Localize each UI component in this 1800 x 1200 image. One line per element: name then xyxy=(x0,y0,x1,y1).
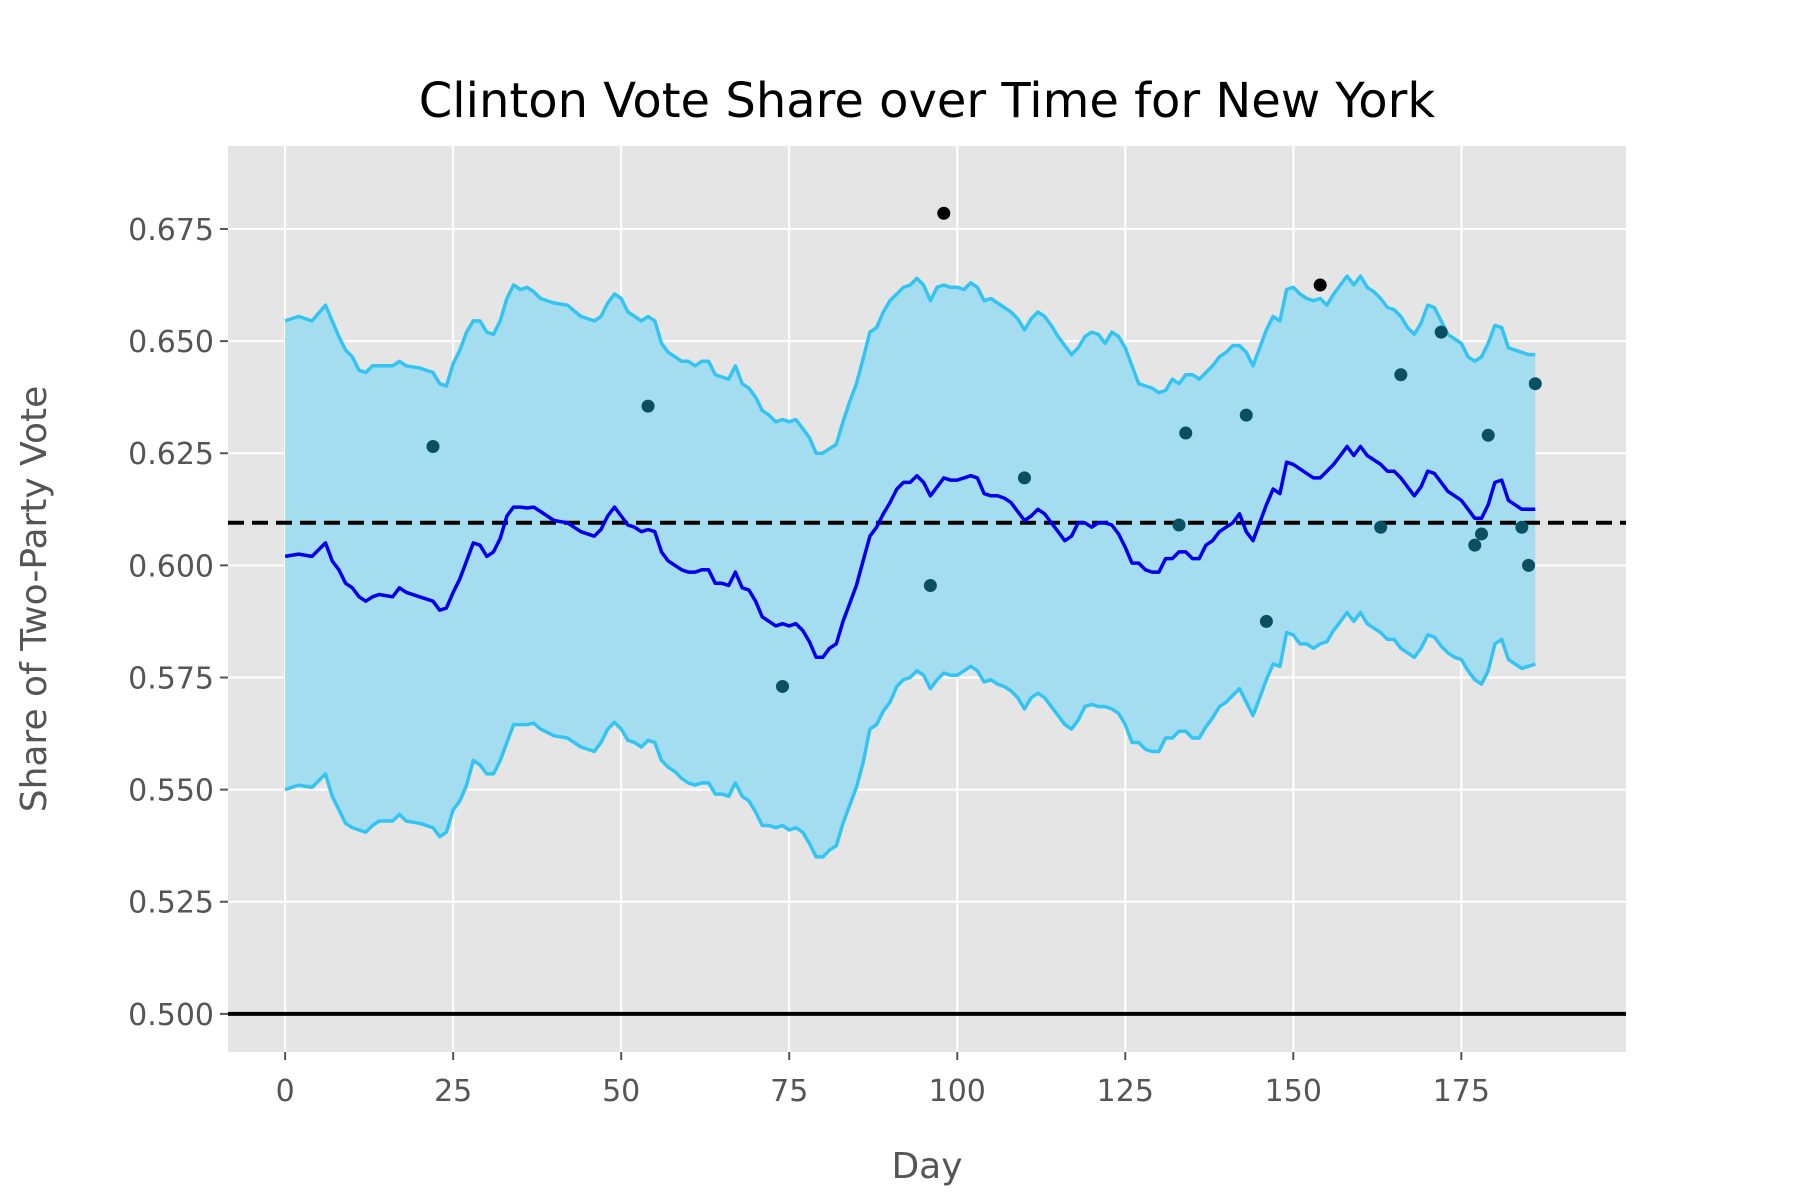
poll-point xyxy=(923,579,937,593)
x-axis-ticks: 0 25 50 75 100 125 150 175 xyxy=(276,1052,1490,1109)
y-tick-label: 0.500 xyxy=(128,998,214,1033)
y-tick-label: 0.675 xyxy=(128,213,214,248)
lower-bound-line xyxy=(284,610,1536,859)
poll-point xyxy=(1474,527,1488,541)
poll-point xyxy=(1434,325,1448,339)
x-tick-label: 175 xyxy=(1433,1074,1490,1109)
poll-point xyxy=(1481,428,1495,442)
y-axis-title: Share of Two-Party Vote xyxy=(14,386,55,813)
reference-lines xyxy=(228,520,1626,1016)
x-tick-label: 75 xyxy=(770,1074,808,1109)
poll-point xyxy=(1313,278,1327,292)
x-tick-label: 25 xyxy=(434,1074,472,1109)
band-area xyxy=(285,276,1536,857)
y-tick-label: 0.600 xyxy=(128,549,214,584)
confidence-band xyxy=(285,276,1536,857)
chart-title: Clinton Vote Share over Time for New Yor… xyxy=(419,73,1436,129)
poll-point xyxy=(1179,426,1193,440)
y-tick-label: 0.525 xyxy=(128,886,214,921)
poll-point xyxy=(775,679,789,693)
poll-point xyxy=(1239,408,1253,422)
x-tick-label: 125 xyxy=(1097,1074,1154,1109)
poll-point xyxy=(1468,538,1482,552)
x-tick-label: 100 xyxy=(929,1074,986,1109)
poll-points xyxy=(426,206,1542,693)
y-axis-ticks: 0.500 0.525 0.550 0.575 0.600 0.625 0.650 0.675 xyxy=(128,213,228,1033)
poll-point xyxy=(641,399,655,413)
poll-point xyxy=(1259,614,1273,628)
poll-point xyxy=(426,440,440,454)
poll-point xyxy=(937,206,951,220)
poll-point xyxy=(1515,520,1529,534)
x-tick-label: 150 xyxy=(1265,1074,1322,1109)
upper-bound-line xyxy=(284,274,1536,455)
poll-point xyxy=(1528,377,1542,391)
x-tick-label: 0 xyxy=(276,1074,295,1109)
x-axis-title: Day xyxy=(891,1146,962,1187)
x-tick-label: 50 xyxy=(602,1074,640,1109)
y-tick-label: 0.650 xyxy=(128,325,214,360)
series-lines xyxy=(284,274,1536,859)
poll-point xyxy=(1522,558,1536,572)
poll-point xyxy=(1374,520,1388,534)
poll-point xyxy=(1017,471,1031,485)
y-tick-label: 0.550 xyxy=(128,774,214,809)
mean-estimate-line xyxy=(284,444,1536,660)
y-tick-label: 0.625 xyxy=(128,437,214,472)
poll-point xyxy=(1394,368,1408,382)
poll-point xyxy=(1172,518,1186,532)
y-tick-label: 0.575 xyxy=(128,661,214,696)
